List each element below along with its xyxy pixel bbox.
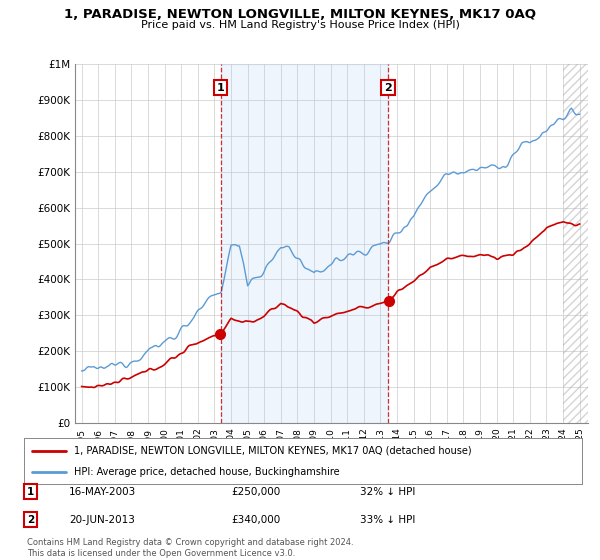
Bar [563, 64, 588, 423]
Text: HPI: Average price, detached house, Buckinghamshire: HPI: Average price, detached house, Buck… [74, 467, 340, 477]
Text: 2: 2 [384, 83, 392, 93]
Text: 33% ↓ HPI: 33% ↓ HPI [360, 515, 415, 525]
Text: 32% ↓ HPI: 32% ↓ HPI [360, 487, 415, 497]
Text: 1: 1 [217, 83, 224, 93]
Text: £340,000: £340,000 [231, 515, 280, 525]
Text: £250,000: £250,000 [231, 487, 280, 497]
Text: 20-JUN-2013: 20-JUN-2013 [69, 515, 135, 525]
Bar [563, 64, 588, 423]
Text: 16-MAY-2003: 16-MAY-2003 [69, 487, 136, 497]
Text: Contains HM Land Registry data © Crown copyright and database right 2024.
This d: Contains HM Land Registry data © Crown c… [27, 538, 353, 558]
Text: Price paid vs. HM Land Registry's House Price Index (HPI): Price paid vs. HM Land Registry's House … [140, 20, 460, 30]
Text: 1, PARADISE, NEWTON LONGVILLE, MILTON KEYNES, MK17 0AQ (detached house): 1, PARADISE, NEWTON LONGVILLE, MILTON KE… [74, 446, 472, 456]
Text: 1: 1 [27, 487, 34, 497]
Bar [221, 64, 388, 423]
Text: 2: 2 [27, 515, 34, 525]
Text: 1, PARADISE, NEWTON LONGVILLE, MILTON KEYNES, MK17 0AQ: 1, PARADISE, NEWTON LONGVILLE, MILTON KE… [64, 8, 536, 21]
